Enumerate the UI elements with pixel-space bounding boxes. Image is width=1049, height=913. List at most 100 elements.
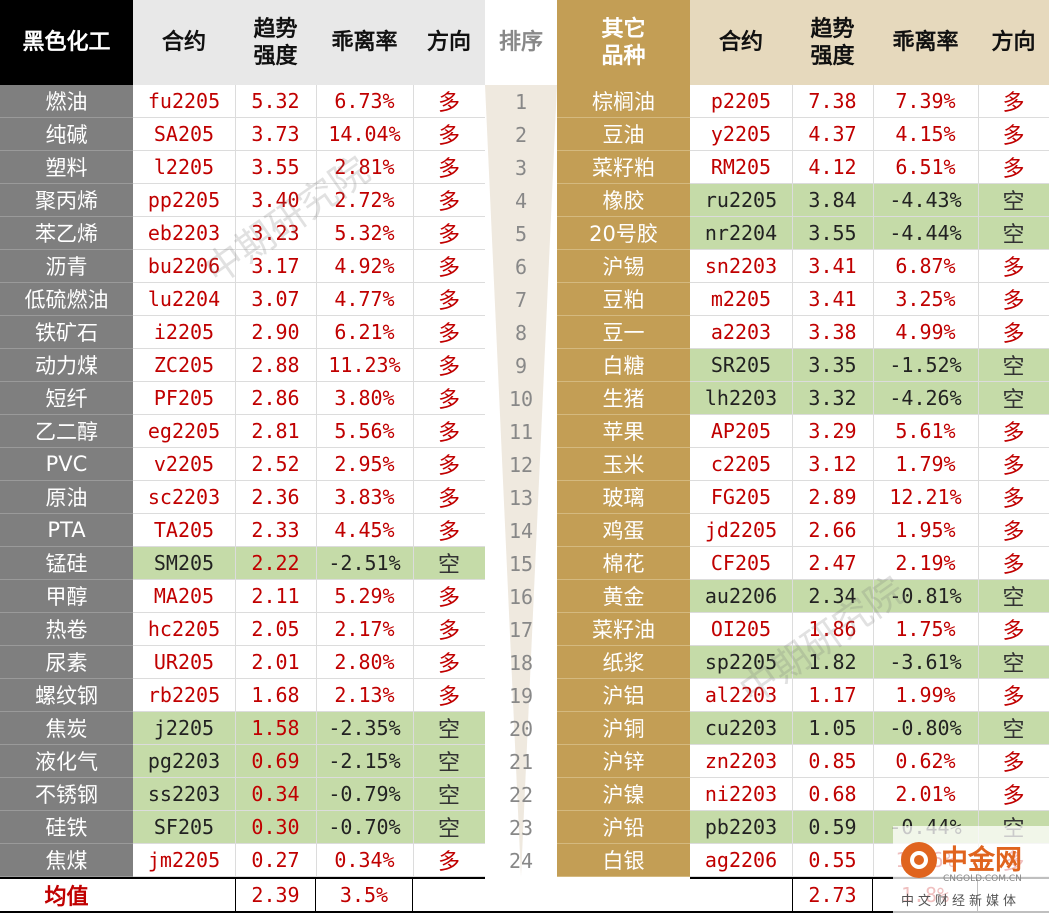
right-row-deviation: 12.21% [873,481,978,514]
rank-number: 11 [508,419,534,444]
left-row-direction: 多 [413,448,485,481]
left-row-strength: 1.68 [235,679,316,712]
right-row-strength: 3.29 [792,415,873,448]
left-row-deviation: 14.04% [316,118,413,151]
right-row-strength: 4.12 [792,151,873,184]
left-row-contract: l2205 [133,151,235,184]
footer-right-rule [690,877,1049,879]
right-row-name: 白银 [557,844,690,877]
right-row-contract: sn2203 [690,250,792,283]
left-row-contract: pp2205 [133,184,235,217]
left-row-name: 热卷 [0,613,133,646]
header-left-strength: 趋势 强度 [235,0,316,85]
right-row-deviation: 6.87% [873,250,978,283]
left-row-direction: 多 [413,514,485,547]
left-row-deviation: 5.29% [316,580,413,613]
right-row-deviation: 1.75% [873,613,978,646]
right-row-strength: 1.86 [792,613,873,646]
rank-number: 16 [508,584,534,609]
right-row-direction: 多 [978,151,1049,184]
header-left-direction: 方向 [413,0,485,85]
right-row-strength: 2.34 [792,580,873,613]
right-row-contract: FG205 [690,481,792,514]
left-row-contract: pg2203 [133,745,235,778]
rank-number: 15 [508,551,534,576]
right-row-contract: c2205 [690,448,792,481]
rank-number: 7 [514,287,528,312]
rank-number: 23 [508,815,534,840]
column-divider [873,85,874,877]
right-row-strength: 3.55 [792,217,873,250]
right-row-direction: 多 [978,316,1049,349]
left-row-deviation: 2.17% [316,613,413,646]
left-row-strength: 3.07 [235,283,316,316]
left-row-contract: MA205 [133,580,235,613]
left-row-name: 短纤 [0,382,133,415]
left-row-strength: 3.55 [235,151,316,184]
right-row-strength: 1.82 [792,646,873,679]
right-row-contract: RM205 [690,151,792,184]
left-row-strength: 2.36 [235,481,316,514]
right-row-contract: jd2205 [690,514,792,547]
header-right-category-line2: 品种 [601,43,646,69]
right-row-contract: al2203 [690,679,792,712]
left-row-direction: 多 [413,613,485,646]
header-left-contract: 合约 [133,0,235,85]
header-right-direction: 方向 [978,0,1049,85]
left-row-contract: ss2203 [133,778,235,811]
right-row-contract: pb2203 [690,811,792,844]
left-row-deviation: 2.80% [316,646,413,679]
footer-left-deviation: 3.5% [316,877,413,913]
header-strength-line1: 趋势 [253,16,298,42]
left-row-deviation: 2.95% [316,448,413,481]
left-row-name: 乙二醇 [0,415,133,448]
left-row-direction: 多 [413,283,485,316]
left-row-name: 尿素 [0,646,133,679]
header-right-deviation: 乖离率 [873,0,978,85]
rank-number: 14 [508,518,534,543]
column-divider [978,85,979,877]
left-row-contract: eg2205 [133,415,235,448]
left-row-contract: eb2203 [133,217,235,250]
right-row-name: 玉米 [557,448,690,481]
left-row-direction: 多 [413,85,485,118]
right-row-contract: SR205 [690,349,792,382]
left-row-strength: 3.73 [235,118,316,151]
right-row-deviation: -0.81% [873,580,978,613]
rank-number: 9 [514,353,528,378]
left-row-name: 动力煤 [0,349,133,382]
right-row-strength: 4.37 [792,118,873,151]
right-row-strength: 1.05 [792,712,873,745]
right-row-deviation: 3.25% [873,283,978,316]
right-row-name: 橡胶 [557,184,690,217]
right-row-direction: 多 [978,514,1049,547]
right-row-contract: a2203 [690,316,792,349]
right-row-direction: 空 [978,184,1049,217]
left-row-deviation: 5.56% [316,415,413,448]
rank-number: 18 [508,650,534,675]
left-row-name: 塑料 [0,151,133,184]
right-row-name: 鸡蛋 [557,514,690,547]
rank-number: 17 [508,617,534,642]
column-divider [316,85,317,877]
left-row-deviation: 11.23% [316,349,413,382]
rank-funnel-shape [485,85,557,877]
right-row-name: 沪镍 [557,778,690,811]
logo-tagline-text: 中文财经新媒体 [901,894,1021,909]
left-row-deviation: 4.92% [316,250,413,283]
footer-mean-label: 均值 [44,885,89,910]
right-row-deviation: 1.95% [873,514,978,547]
header-strength-line2: 强度 [253,43,298,69]
left-row-name: 沥青 [0,250,133,283]
header-right-contract: 合约 [690,0,792,85]
left-row-direction: 多 [413,646,485,679]
left-row-direction: 多 [413,118,485,151]
header-right-category-line1: 其它 [601,16,646,42]
left-row-contract: hc2205 [133,613,235,646]
right-row-direction: 多 [978,118,1049,151]
left-row-deviation: 4.45% [316,514,413,547]
rank-number: 12 [508,452,534,477]
header-right-strength: 趋势 强度 [792,0,873,85]
left-row-deviation: 2.72% [316,184,413,217]
rank-number: 10 [508,386,534,411]
